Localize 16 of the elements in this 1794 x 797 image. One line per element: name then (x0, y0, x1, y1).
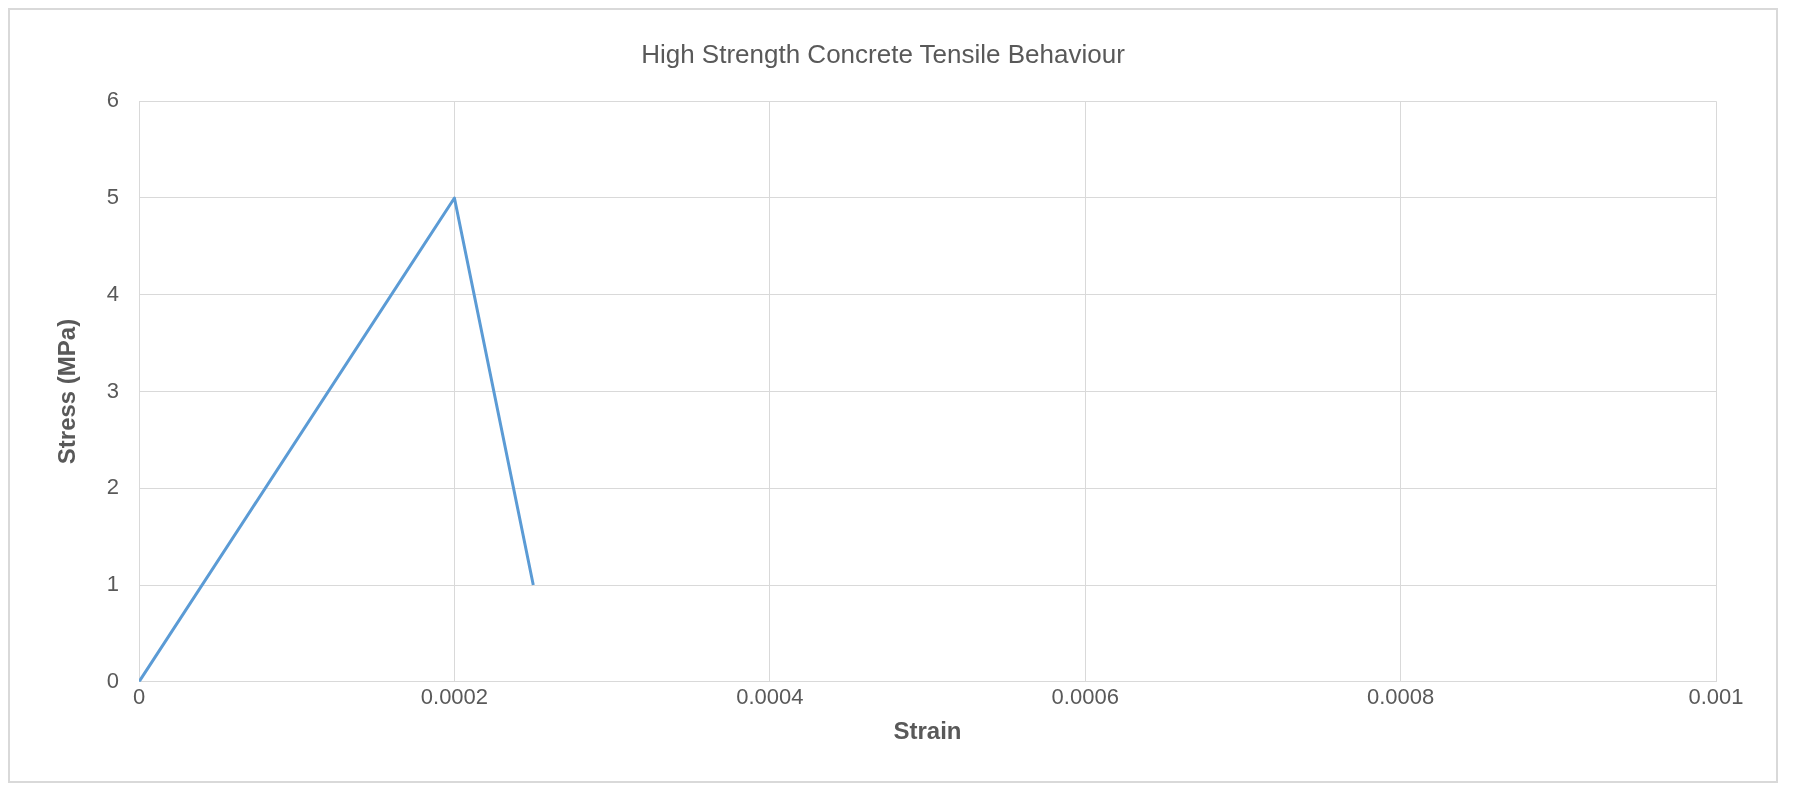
x-tick-label: 0.0006 (1051, 684, 1119, 710)
y-axis-title: Stress (MPa) (53, 318, 81, 465)
y-tick-label: 1 (106, 571, 120, 597)
y-tick-label: 5 (106, 184, 120, 210)
chart-title: High Strength Concrete Tensile Behaviour (641, 38, 1126, 69)
x-tick-label: 0.0008 (1366, 684, 1435, 710)
x-tick-label: 0 (132, 684, 146, 710)
x-tick-label: 0.0002 (420, 684, 489, 710)
x-tick-label: 0.001 (1688, 684, 1744, 710)
y-tick-label: 3 (106, 377, 120, 403)
y-tick-label: 0 (106, 667, 120, 693)
x-axis-title: Strain (893, 717, 962, 745)
x-tick-label: 0.0004 (736, 684, 804, 710)
y-tick-label: 6 (106, 87, 120, 113)
y-tick-label: 2 (106, 474, 120, 500)
y-tick-label: 4 (106, 280, 120, 306)
